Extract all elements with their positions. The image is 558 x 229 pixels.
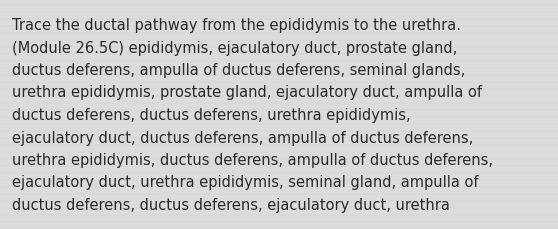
Text: Trace the ductal pathway from the epididymis to the urethra.: Trace the ductal pathway from the epidid… [12,18,461,33]
Text: (Module 26.5C) epididymis, ejaculatory duct, prostate gland,: (Module 26.5C) epididymis, ejaculatory d… [12,40,457,55]
Text: urethra epididymis, ductus deferens, ampulla of ductus deferens,: urethra epididymis, ductus deferens, amp… [12,152,493,167]
Text: urethra epididymis, prostate gland, ejaculatory duct, ampulla of: urethra epididymis, prostate gland, ejac… [12,85,482,100]
Text: ejaculatory duct, ductus deferens, ampulla of ductus deferens,: ejaculatory duct, ductus deferens, ampul… [12,130,473,145]
Text: ductus deferens, ampulla of ductus deferens, seminal glands,: ductus deferens, ampulla of ductus defer… [12,63,465,78]
Text: ductus deferens, ductus deferens, ejaculatory duct, urethra: ductus deferens, ductus deferens, ejacul… [12,197,450,212]
Text: ejaculatory duct, urethra epididymis, seminal gland, ampulla of: ejaculatory duct, urethra epididymis, se… [12,175,479,190]
Text: ductus deferens, ductus deferens, urethra epididymis,: ductus deferens, ductus deferens, urethr… [12,108,411,123]
